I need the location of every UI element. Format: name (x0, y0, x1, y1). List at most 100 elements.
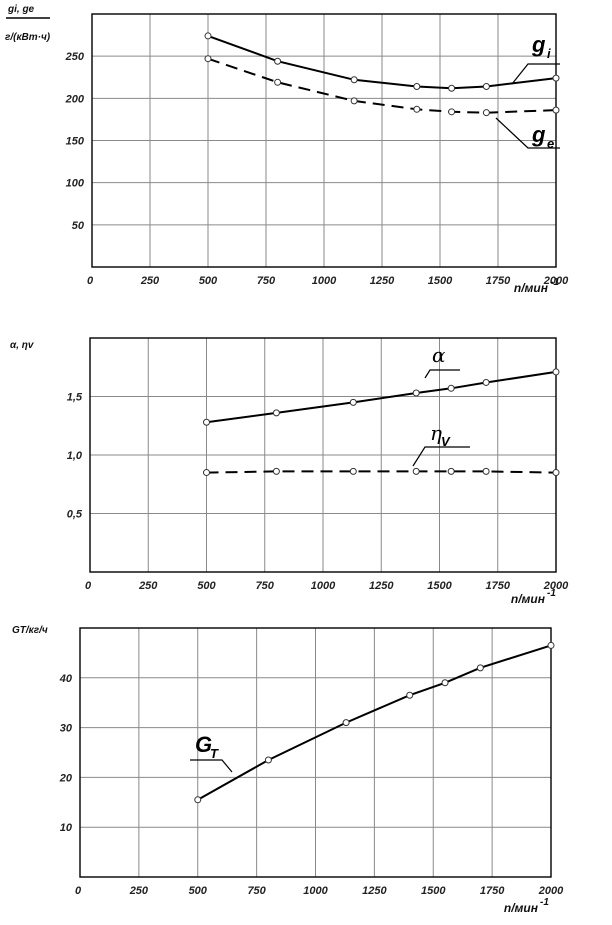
data-point (447, 384, 455, 392)
data-point (447, 467, 455, 475)
data-point (264, 756, 272, 764)
data-point (448, 84, 456, 92)
x-tick-label: 1000 (312, 275, 337, 287)
x-tick-label: 1250 (370, 275, 395, 287)
x-tick-label: 750 (257, 275, 276, 287)
y-tick-label: 20 (59, 772, 73, 784)
data-point (552, 368, 560, 376)
data-point (482, 109, 490, 117)
x-axis-label-exponent: -1 (540, 897, 549, 908)
data-point (476, 664, 484, 672)
y-tick-label: 40 (59, 673, 73, 685)
x-tick-label: 1750 (486, 580, 511, 592)
x-tick-label: 0 (75, 885, 82, 897)
series-label-leader (511, 63, 560, 85)
x-axis-label-exponent: -1 (547, 588, 556, 599)
series-label-leader (190, 759, 233, 773)
data-point (274, 78, 282, 86)
x-tick-label: 1500 (427, 580, 452, 592)
data-point (412, 389, 420, 397)
data-point (412, 467, 420, 475)
series-label-subscript: i (547, 46, 551, 61)
data-point (482, 378, 490, 386)
data-point (350, 97, 358, 105)
data-point (482, 467, 490, 475)
series-label-subscript: e (547, 136, 554, 151)
x-tick-label: 0 (87, 275, 94, 287)
y-tick-label: 200 (65, 93, 85, 105)
data-point (406, 691, 414, 699)
data-point (272, 467, 280, 475)
data-point (547, 641, 555, 649)
y-axis-label-quantity: gi, ge (7, 4, 35, 15)
y-tick-label: 0,5 (67, 509, 83, 521)
x-axis-label: n/мин (504, 901, 539, 915)
plot-frame (89, 337, 557, 573)
x-tick-label: 250 (138, 580, 158, 592)
data-point (413, 105, 421, 113)
x-axis-label-exponent: -1 (550, 277, 559, 288)
x-axis-label: n/мин (511, 592, 546, 606)
series-label-leader (412, 446, 470, 467)
series-label-name: G (195, 732, 212, 757)
x-tick-label: 2000 (543, 580, 569, 592)
chart-panel-specific-fuel-consumption: 0 250 500 750 1000 1250 1500 1750 2000 50 100 150 20… (5, 4, 569, 295)
x-tick-label: 1250 (362, 885, 387, 897)
data-point (342, 719, 350, 727)
x-tick-label: 1750 (486, 275, 511, 287)
chart-panel-excess-air-and-volumetric-efficiency: 0 250 500 750 1000 1250 1500 1750 2000 0,5 1,0 1,5 n… (10, 337, 569, 606)
x-tick-label: 2000 (538, 885, 564, 897)
y-tick-label: 1,5 (67, 392, 83, 404)
y-tick-label: 10 (60, 822, 73, 834)
y-axis-label: GT/кг/ч (12, 625, 48, 636)
data-point (204, 55, 212, 63)
data-point (413, 83, 421, 91)
data-point (350, 76, 358, 84)
series-label-name: g (531, 32, 546, 57)
plot-frame (79, 627, 552, 878)
x-tick-label: 2000 (543, 275, 569, 287)
series-label-name: g (531, 122, 546, 147)
x-tick-label: 750 (256, 580, 275, 592)
series-label-name: η (430, 421, 442, 445)
data-point (349, 467, 357, 475)
data-point (448, 108, 456, 116)
x-tick-label: 1750 (480, 885, 505, 897)
x-tick-label: 1250 (369, 580, 394, 592)
series-label-leader (424, 369, 460, 379)
data-point (482, 83, 490, 91)
plot-frame (91, 13, 557, 268)
data-point (203, 418, 210, 426)
series-label-subscript: T (210, 746, 219, 761)
y-tick-label: 100 (66, 178, 85, 190)
data-point (552, 469, 560, 477)
x-tick-label: 1500 (421, 885, 446, 897)
x-tick-label: 0 (85, 580, 92, 592)
x-tick-label: 1000 (311, 580, 336, 592)
x-tick-label: 500 (199, 275, 218, 287)
y-tick-label: 50 (72, 220, 85, 232)
data-point (194, 796, 202, 804)
data-point (203, 469, 210, 477)
x-tick-label: 250 (140, 275, 160, 287)
data-point (552, 74, 560, 82)
x-tick-label: 500 (189, 885, 208, 897)
data-point (349, 398, 357, 406)
y-tick-label: 250 (65, 51, 85, 63)
y-tick-label: 150 (66, 136, 85, 148)
x-tick-label: 500 (197, 580, 216, 592)
data-point (204, 32, 212, 40)
series-label-name: α (432, 343, 446, 367)
y-axis-label: α, ηv (10, 340, 35, 351)
chart-panel-hourly-fuel-consumption: 0 250 500 750 1000 1250 1500 1750 2000 10 20 30 40 n/… (12, 625, 564, 915)
data-point (272, 409, 280, 417)
series-label-leader (495, 117, 560, 149)
x-tick-label: 250 (129, 885, 149, 897)
x-tick-label: 1000 (303, 885, 328, 897)
y-tick-label: 1,0 (67, 450, 83, 462)
data-point (552, 106, 560, 114)
x-tick-label: 1500 (428, 275, 453, 287)
x-tick-label: 750 (247, 885, 266, 897)
data-point (274, 57, 282, 65)
